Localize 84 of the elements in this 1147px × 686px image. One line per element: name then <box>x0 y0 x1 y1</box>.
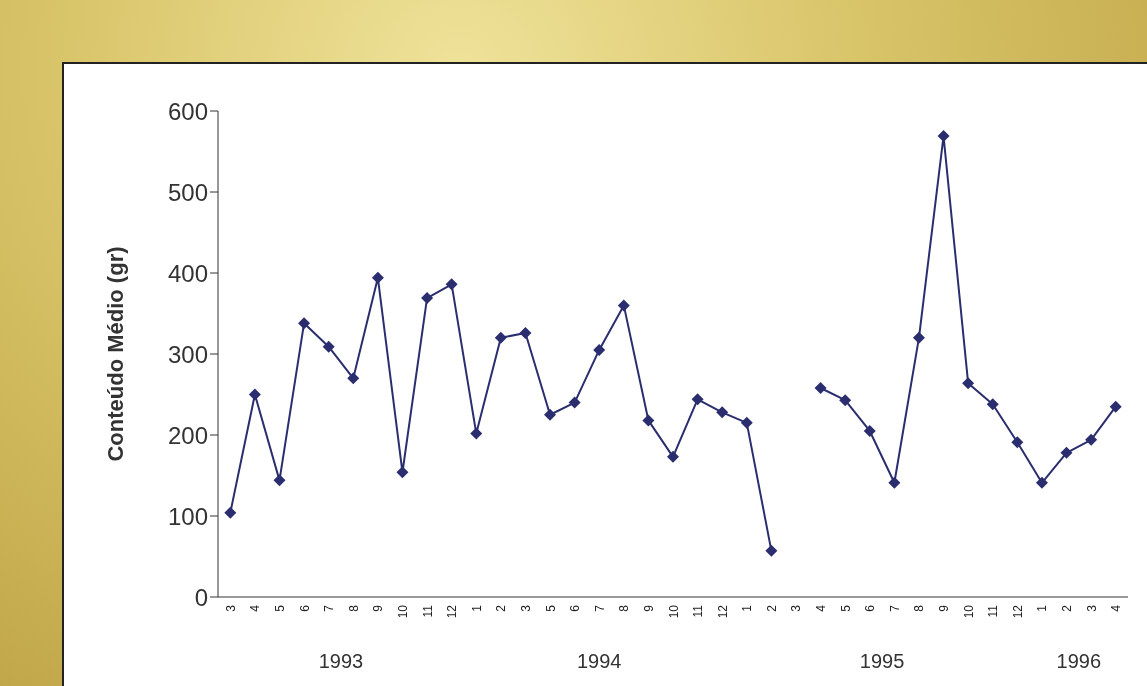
point <box>1035 476 1048 489</box>
x-tick-label: 11 <box>691 604 706 618</box>
point <box>248 388 261 401</box>
point <box>1109 400 1122 413</box>
point <box>273 474 286 487</box>
point <box>765 544 778 557</box>
point <box>912 331 925 344</box>
text: 1995 <box>858 650 906 673</box>
x-tick-label: 2 <box>494 604 509 612</box>
point <box>986 398 999 411</box>
point <box>470 427 483 440</box>
point <box>814 382 827 395</box>
text: 1996 <box>1055 650 1103 673</box>
x-tick-label: 7 <box>322 604 337 612</box>
point <box>667 450 679 463</box>
x-tick-label: 11 <box>986 604 1001 618</box>
point <box>691 393 704 406</box>
point <box>396 466 409 479</box>
y-tick-label: 400 <box>167 259 208 287</box>
y-tick-label: 300 <box>167 340 208 368</box>
x-tick-label: 5 <box>543 604 558 612</box>
x-tick-label: 6 <box>297 604 312 612</box>
x-tick-label: 3 <box>1084 604 1099 612</box>
point <box>888 476 901 489</box>
point <box>371 271 384 284</box>
x-tick-label: 3 <box>789 604 804 612</box>
y-tick-label: 600 <box>167 97 208 125</box>
x-tick-label: 5 <box>838 604 853 612</box>
point <box>519 326 532 339</box>
point <box>298 317 311 330</box>
x-tick-label: 7 <box>887 604 902 612</box>
x-tick-label: 8 <box>912 604 927 612</box>
x-tick-label: 10 <box>395 604 410 619</box>
x-tick-label: 8 <box>617 604 632 612</box>
point <box>1085 433 1098 446</box>
y-tick-label: 0 <box>194 583 208 611</box>
x-tick-label: 9 <box>937 604 952 612</box>
point <box>1011 436 1024 449</box>
x-tick-label: 9 <box>371 604 386 612</box>
x-tick-label: 12 <box>445 604 460 619</box>
y-tick-label: 200 <box>167 421 208 449</box>
x-tick-label: 4 <box>1109 604 1124 612</box>
y-tick-label: 500 <box>167 178 208 206</box>
point <box>322 340 335 353</box>
point <box>593 343 606 356</box>
x-tick-label: 6 <box>568 604 583 612</box>
point <box>863 424 876 437</box>
text: 1994 <box>575 650 623 673</box>
x-tick-label: 10 <box>961 604 976 619</box>
text: 1993 <box>317 650 365 673</box>
x-tick-label: 8 <box>346 604 361 612</box>
x-tick-label: 1 <box>1035 604 1050 612</box>
point <box>421 292 434 305</box>
x-tick-label: 11 <box>420 604 435 618</box>
y-tick-label: 100 <box>167 502 208 530</box>
x-tick-label: 9 <box>641 604 656 612</box>
x-tick-label: 6 <box>863 604 878 612</box>
x-tick-label: 4 <box>248 604 263 612</box>
x-tick-label: 3 <box>223 604 238 612</box>
point <box>642 414 655 427</box>
x-tick-label: 4 <box>814 604 829 612</box>
x-tick-label: 12 <box>1010 604 1025 619</box>
x-tick-label: 2 <box>1060 604 1075 612</box>
point <box>568 396 581 409</box>
point <box>617 299 630 312</box>
x-tick-label: 1 <box>469 604 484 612</box>
point <box>544 408 557 421</box>
point <box>1060 446 1073 459</box>
x-tick-label: 5 <box>273 604 288 612</box>
point <box>839 394 852 407</box>
point <box>740 416 753 429</box>
y-axis-title: Conteúdo Médio (gr) <box>102 246 128 462</box>
x-tick-label: 3 <box>518 604 533 612</box>
x-tick-label: 10 <box>666 604 681 619</box>
x-tick-label: 12 <box>715 604 730 619</box>
x-tick-label: 1 <box>740 604 755 612</box>
point <box>347 372 360 385</box>
point <box>494 331 507 344</box>
point <box>224 506 237 519</box>
x-tick-label: 2 <box>764 604 779 612</box>
point <box>962 377 975 390</box>
x-tick-label: 7 <box>592 604 607 612</box>
point <box>445 278 458 291</box>
point <box>716 406 729 419</box>
